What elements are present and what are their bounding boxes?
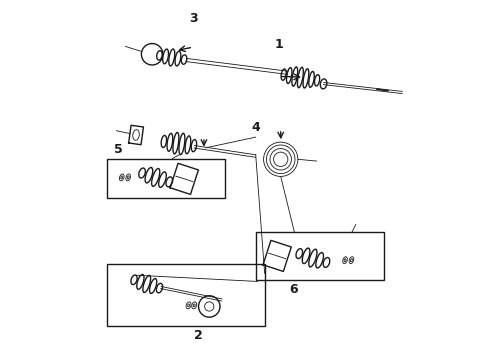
Text: 2: 2 xyxy=(194,329,203,342)
Bar xyxy=(107,264,265,327)
Text: 4: 4 xyxy=(251,121,260,134)
Text: 6: 6 xyxy=(289,283,297,296)
Text: 5: 5 xyxy=(114,143,122,156)
Bar xyxy=(107,158,225,198)
Text: 1: 1 xyxy=(274,39,283,51)
Bar xyxy=(256,232,384,280)
Text: 3: 3 xyxy=(189,12,197,24)
